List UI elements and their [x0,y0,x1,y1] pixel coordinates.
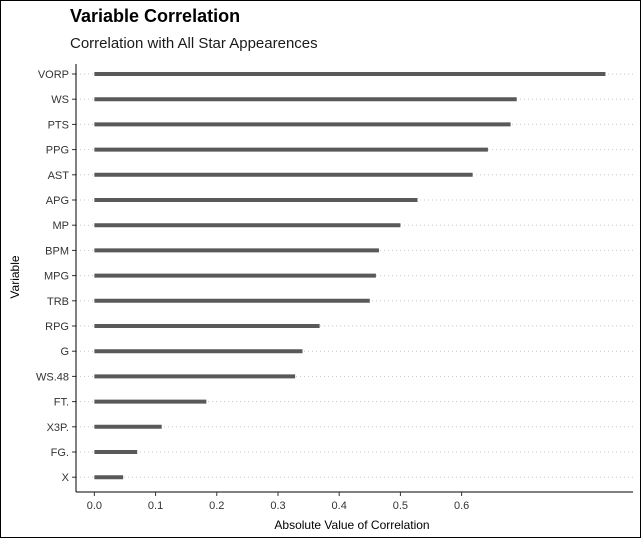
y-axis-title: Variable [8,255,22,298]
x-tick-label: 0.4 [332,500,347,512]
x-axis-title: Absolute Value of Correlation [274,518,429,532]
y-tick-label: X [62,472,70,484]
y-tick-label: WS [51,94,69,106]
y-tick-label: BPM [45,245,69,257]
y-tick-label: APG [46,195,69,207]
y-tick-label: WS.48 [36,371,69,383]
chart-title: Variable Correlation [70,6,241,26]
y-tick-label: AST [48,170,70,182]
x-tick-label: 0.2 [209,500,224,512]
y-tick-label: G [60,346,69,358]
y-tick-label: MPG [44,271,69,283]
y-tick-label: FT. [54,397,69,409]
y-tick-label: X3P. [47,422,69,434]
x-tick-label: 0.6 [454,500,469,512]
x-tick-label: 0.0 [87,500,102,512]
x-tick-label: 0.3 [270,500,285,512]
y-tick-label: VORP [38,69,69,81]
y-tick-label: PTS [48,119,69,131]
axes: VORP WS PTS PPG AST APG MP BPM MPG TRB RPG G WS.48 FT… [36,64,633,512]
y-tick-label: FG. [51,447,69,459]
y-tick-label: PPG [46,145,69,157]
x-tick-label: 0.5 [393,500,408,512]
bars [94,72,606,480]
y-tick-label: RPG [45,321,69,333]
chart-subtitle: Correlation with All Star Appearences [70,35,318,52]
y-tick-label: MP [53,220,70,232]
y-tick-label: TRB [47,296,69,308]
x-tick-label: 0.1 [148,500,163,512]
